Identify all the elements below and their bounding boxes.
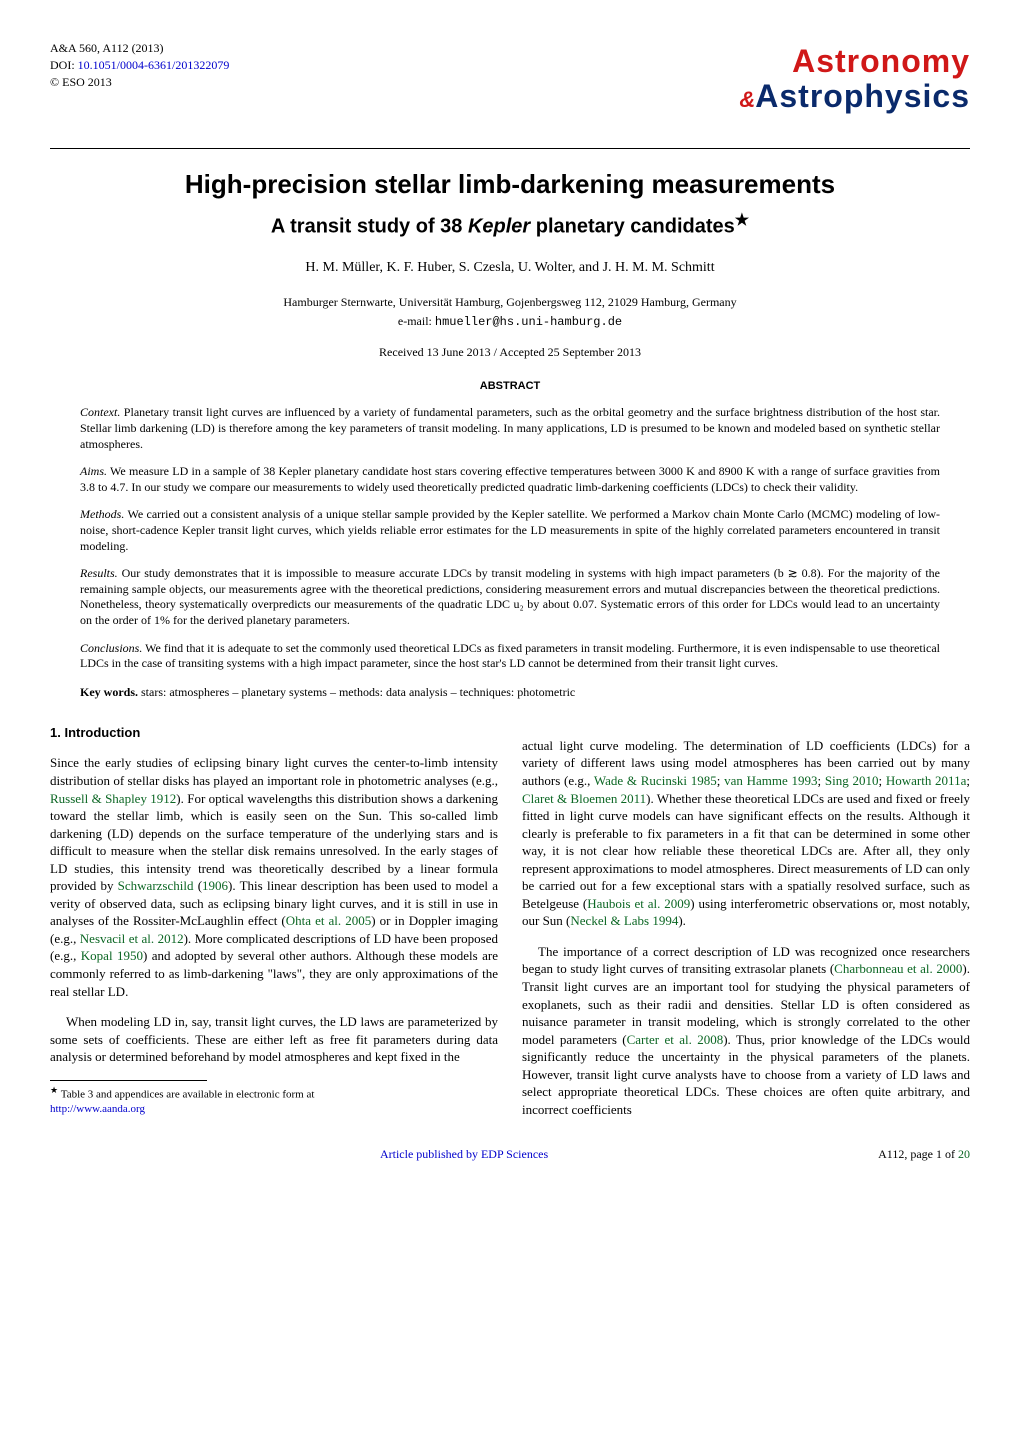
context-label: Context.	[80, 405, 120, 419]
keywords-line: Key words. stars: atmospheres – planetar…	[80, 684, 940, 700]
cite-charbonneau[interactable]: Charbonneau et al. 2000	[834, 961, 962, 976]
cite-howarth[interactable]: Howarth 2011a	[886, 773, 967, 788]
article-subtitle: A transit study of 38 Kepler planetary c…	[50, 210, 970, 241]
results-text: Our study demonstrates that it is imposs…	[80, 566, 940, 627]
copyright: © ESO 2013	[50, 74, 229, 91]
cite-carter[interactable]: Carter et al. 2008	[627, 1032, 724, 1047]
conclusions-text: We find that it is adequate to set the c…	[80, 641, 940, 671]
rp1f: ). Whether these theoretical LDCs are us…	[522, 791, 970, 911]
context-text: Planetary transit light curves are influ…	[80, 405, 940, 450]
footnote-link[interactable]: http://www.aanda.org	[50, 1103, 145, 1115]
cite-russell-shapley[interactable]: Russell & Shapley 1912	[50, 791, 176, 806]
journal-info: A&A 560, A112 (2013) DOI: 10.1051/0004-6…	[50, 40, 229, 90]
journal-reference: A&A 560, A112 (2013)	[50, 40, 229, 57]
cite-neckel-labs[interactable]: Neckel & Labs 1994	[570, 913, 678, 928]
methods-label: Methods.	[80, 507, 124, 521]
footnote-star: ★	[50, 1085, 58, 1095]
cite-schwarzschild-year[interactable]: 1906	[202, 878, 228, 893]
header-row: A&A 560, A112 (2013) DOI: 10.1051/0004-6…	[50, 40, 970, 118]
header-divider	[50, 148, 970, 149]
keywords-text: stars: atmospheres – planetary systems –…	[138, 685, 575, 699]
p1a: Since the early studies of eclipsing bin…	[50, 755, 498, 788]
cite-kopal[interactable]: Kopal 1950	[81, 948, 143, 963]
cite-wade-rucinski[interactable]: Wade & Rucinski 1985	[594, 773, 717, 788]
intro-para-2: When modeling LD in, say, transit light …	[50, 1013, 498, 1066]
page-footer: Article published by EDP Sciences A112, …	[50, 1146, 970, 1162]
email-address: hmueller@hs.uni-hamburg.de	[435, 315, 622, 329]
cite-ohta[interactable]: Ohta et al. 2005	[286, 913, 372, 928]
cite-haubois[interactable]: Haubois et al. 2009	[587, 896, 690, 911]
cite-claret-bloemen[interactable]: Claret & Bloemen 2011	[522, 791, 646, 806]
footer-publisher[interactable]: Article published by EDP Sciences	[380, 1146, 548, 1162]
cite-nesvacil[interactable]: Nesvacil et al. 2012	[80, 931, 184, 946]
cite-van-hamme[interactable]: van Hamme 1993	[724, 773, 817, 788]
body-columns: 1. Introduction Since the early studies …	[50, 724, 970, 1118]
footnote-divider	[50, 1080, 207, 1081]
doi-label: DOI:	[50, 58, 78, 72]
footer-page-text: A112, page 1 of	[878, 1147, 958, 1161]
rp1c: ;	[818, 773, 825, 788]
abstract-aims: Aims. We measure LD in a sample of 38 Ke…	[80, 464, 940, 495]
intro-para-1: Since the early studies of eclipsing bin…	[50, 754, 498, 1000]
abstract-context: Context. Planetary transit light curves …	[80, 405, 940, 452]
logo-astrophysics: Astrophysics	[755, 78, 970, 114]
subtitle-star: ★	[735, 212, 749, 229]
email-label: e-mail:	[398, 314, 435, 328]
cite-sing[interactable]: Sing 2010	[825, 773, 879, 788]
right-para-2: The importance of a correct description …	[522, 943, 970, 1118]
subtitle-post: planetary candidates	[530, 216, 735, 238]
footer-total-pages[interactable]: 20	[958, 1147, 970, 1161]
doi-link[interactable]: 10.1051/0004-6361/201322079	[78, 58, 230, 72]
aims-label: Aims.	[80, 464, 107, 478]
abstract-results: Results. Our study demonstrates that it …	[80, 566, 940, 628]
rp1h: ).	[678, 913, 686, 928]
logo-ampersand: &	[739, 87, 755, 112]
rp1e: ;	[966, 773, 970, 788]
article-title: High-precision stellar limb-darkening me…	[50, 167, 970, 202]
abstract-heading: ABSTRACT	[50, 379, 970, 394]
subtitle-pre: A transit study of 38	[271, 216, 468, 238]
aims-text: We measure LD in a sample of 38 Kepler p…	[80, 464, 940, 494]
section-1-heading: 1. Introduction	[50, 724, 498, 742]
footnote: ★ Table 3 and appendices are available i…	[50, 1085, 498, 1116]
keywords-label: Key words.	[80, 685, 138, 699]
footnote-text: Table 3 and appendices are available in …	[58, 1088, 314, 1100]
rp1d: ;	[878, 773, 885, 788]
subtitle-kepler: Kepler	[468, 216, 530, 238]
rp1b: ;	[717, 773, 724, 788]
right-column: actual light curve modeling. The determi…	[522, 724, 970, 1118]
abstract-methods: Methods. We carried out a consistent ana…	[80, 507, 940, 554]
received-accepted-dates: Received 13 June 2013 / Accepted 25 Sept…	[50, 344, 970, 360]
footer-page-number: A112, page 1 of 20	[878, 1146, 970, 1162]
doi-line: DOI: 10.1051/0004-6361/201322079	[50, 57, 229, 74]
methods-text: We carried out a consistent analysis of …	[80, 507, 940, 552]
abstract-conclusions: Conclusions. We find that it is adequate…	[80, 641, 940, 672]
results-label: Results.	[80, 566, 118, 580]
affiliation: Hamburger Sternwarte, Universität Hambur…	[50, 294, 970, 310]
authors: H. M. Müller, K. F. Huber, S. Czesla, U.…	[50, 259, 970, 278]
left-column: 1. Introduction Since the early studies …	[50, 724, 498, 1118]
p1c: (	[193, 878, 202, 893]
email-line: e-mail: hmueller@hs.uni-hamburg.de	[50, 313, 970, 330]
conclusions-label: Conclusions.	[80, 641, 142, 655]
right-para-1: actual light curve modeling. The determi…	[522, 737, 970, 930]
cite-schwarzschild[interactable]: Schwarzschild	[118, 878, 194, 893]
journal-logo: Astronomy &Astrophysics	[739, 40, 970, 118]
